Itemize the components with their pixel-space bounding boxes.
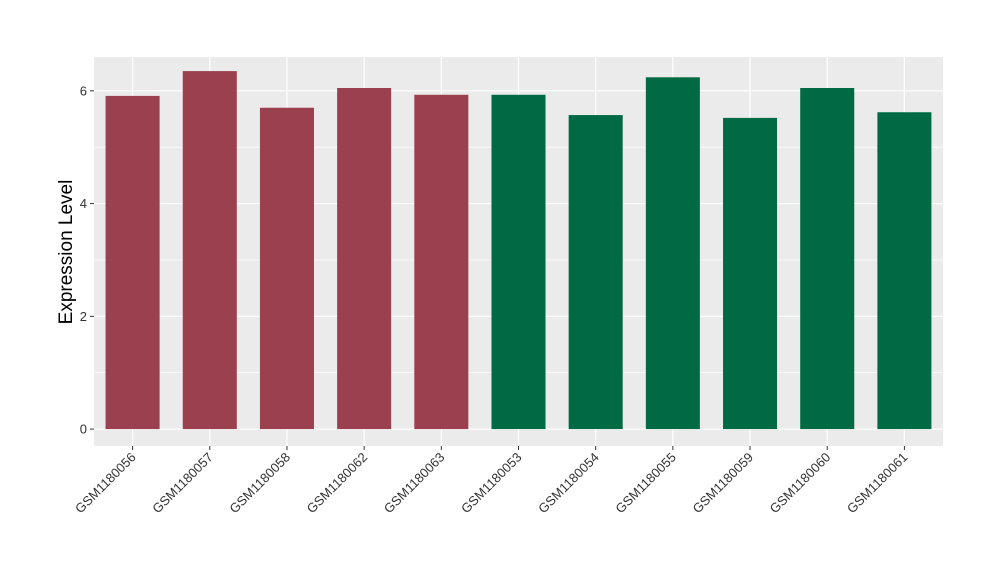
- y-axis: 0 2 4 6: [80, 83, 94, 437]
- y-axis-title: Expression Level: [56, 180, 77, 325]
- bar-gsm1180054: [568, 115, 623, 430]
- bar-gsm1180058: [259, 107, 314, 430]
- x-tick-label: GSM1180057: [149, 450, 216, 517]
- bar-gsm1180056: [105, 95, 160, 430]
- bar-gsm1180063: [414, 94, 469, 430]
- x-axis: GSM1180056 GSM1180057 GSM1180058 GSM1180062…: [72, 446, 911, 517]
- y-tick-label: 0: [80, 422, 87, 437]
- y-tick-label: 2: [80, 309, 87, 324]
- bar-gsm1180057: [182, 71, 237, 430]
- bar-gsm1180055: [645, 77, 700, 430]
- x-tick-label: GSM1180062: [304, 450, 371, 517]
- bar-gsm1180053: [491, 94, 546, 430]
- bar-gsm1180061: [877, 112, 932, 430]
- y-tick-label: 6: [80, 83, 87, 98]
- x-tick-label: GSM1180055: [612, 450, 679, 517]
- bar-gsm1180060: [800, 88, 855, 430]
- x-tick-label: GSM1180063: [381, 450, 448, 517]
- x-tick-label: GSM1180056: [72, 450, 139, 517]
- x-tick-label: GSM1180060: [767, 450, 834, 517]
- x-tick-label: GSM1180059: [690, 450, 757, 517]
- x-tick-label: GSM1180054: [535, 450, 602, 517]
- x-tick-label: GSM1180061: [844, 450, 911, 517]
- y-tick-label: 4: [80, 196, 87, 211]
- bars: [105, 71, 932, 430]
- bar-gsm1180059: [723, 117, 778, 430]
- bar-gsm1180062: [337, 88, 392, 430]
- x-tick-label: GSM1180058: [226, 450, 293, 517]
- x-tick-label: GSM1180053: [458, 450, 525, 517]
